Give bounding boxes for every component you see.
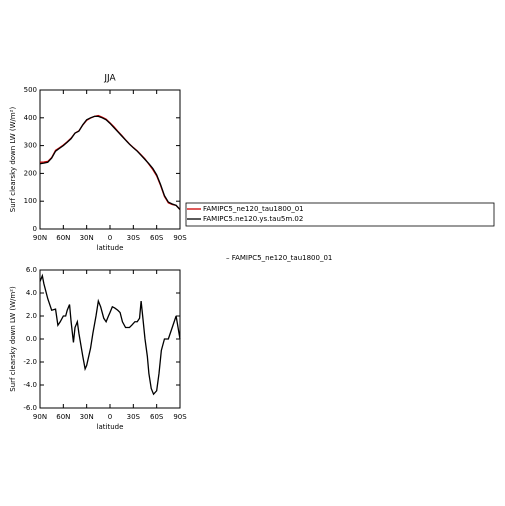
legend-box (185, 202, 495, 227)
y-tick-label: 4.0 (26, 289, 37, 297)
series-line (39, 273, 181, 396)
legend-label: FAMIPC5.ne120.ys.tau5m.02 (203, 215, 303, 223)
x-tick-label: 90N (33, 413, 47, 421)
annotation: – FAMIPC5_ne120_tau1800_01 (226, 254, 332, 262)
y-tick-label: -4.0 (23, 381, 37, 389)
x-axis-label: latitude (97, 244, 124, 252)
x-tick-label: 90N (33, 234, 47, 242)
series-line (39, 114, 181, 210)
x-tick-label: 90S (173, 413, 187, 421)
x-tick-label: 30N (80, 413, 94, 421)
y-tick-label: 0.0 (26, 335, 37, 343)
plot-frame (39, 89, 181, 230)
y-tick-label: 0 (33, 225, 37, 233)
x-tick-label: 60S (150, 413, 164, 421)
x-tick-label: 0 (108, 413, 112, 421)
y-tick-label: 6.0 (26, 266, 37, 274)
chart-title: JJA (103, 74, 116, 84)
legend-label: FAMIPC5_ne120_tau1800_01 (203, 205, 304, 213)
y-tick-label: 200 (24, 169, 37, 177)
y-tick-label: 2.0 (26, 312, 37, 320)
x-tick-label: 60S (150, 234, 164, 242)
y-axis-label: Surf clearsky down LW (W/m²) (9, 286, 17, 392)
x-tick-label: 0 (108, 234, 112, 242)
y-tick-label: -2.0 (23, 358, 37, 366)
x-tick-label: 30S (127, 413, 141, 421)
x-tick-label: 30N (80, 234, 94, 242)
series-line (39, 115, 181, 210)
x-tick-label: 60N (56, 234, 70, 242)
x-tick-label: 60N (56, 413, 70, 421)
plot-frame (39, 269, 181, 409)
y-tick-label: 100 (24, 197, 37, 205)
y-tick-label: 500 (24, 86, 37, 94)
x-tick-label: 30S (127, 234, 141, 242)
x-axis-label: latitude (97, 423, 124, 431)
y-tick-label: 400 (24, 114, 37, 122)
x-tick-label: 90S (173, 234, 187, 242)
y-tick-label: 300 (24, 142, 37, 150)
y-tick-label: -6.0 (23, 404, 37, 412)
y-axis-label: Surf clearsky down LW (W/m²) (9, 107, 17, 213)
